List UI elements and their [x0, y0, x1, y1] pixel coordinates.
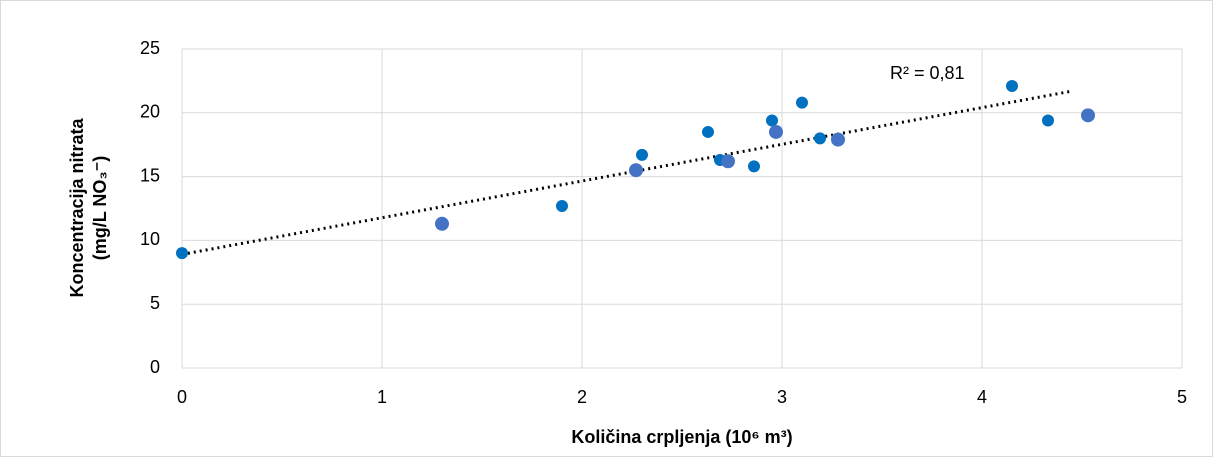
- annotation: R² = 0,81: [890, 63, 965, 83]
- y-tick-label: 25: [140, 38, 160, 58]
- point: [748, 160, 760, 173]
- point: [769, 124, 783, 139]
- y-axis-label: Koncentracija nitrata: [67, 117, 87, 297]
- point: [176, 247, 188, 260]
- point: [796, 96, 808, 109]
- x-tick-label: 0: [177, 387, 187, 407]
- point: [1006, 80, 1018, 93]
- x-tick-label: 5: [1177, 387, 1187, 407]
- y-tick-label: 0: [150, 357, 160, 377]
- point: [556, 199, 568, 212]
- y-tick-label: 15: [140, 165, 160, 185]
- point: [814, 132, 826, 145]
- point: [766, 114, 778, 127]
- trendline: [181, 89, 1073, 256]
- point: [1042, 114, 1054, 127]
- point: [831, 132, 845, 147]
- x-tick-label: 2: [577, 387, 587, 407]
- x-tick-label: 1: [377, 387, 387, 407]
- y-tick-label: 10: [140, 229, 160, 249]
- y-tick-label: 5: [150, 293, 160, 313]
- point: [702, 125, 714, 138]
- point: [721, 154, 735, 169]
- point: [1081, 108, 1095, 123]
- x-axis-label: Količina crpljenja (10⁶ m³): [571, 427, 792, 447]
- y-axis-label: (mg/L NO₃⁻): [90, 156, 110, 260]
- point: [629, 163, 643, 178]
- y-tick-label: 20: [140, 102, 160, 122]
- x-tick-label: 3: [777, 387, 787, 407]
- point: [435, 216, 449, 231]
- x-tick-label: 4: [977, 387, 987, 407]
- point: [636, 148, 648, 161]
